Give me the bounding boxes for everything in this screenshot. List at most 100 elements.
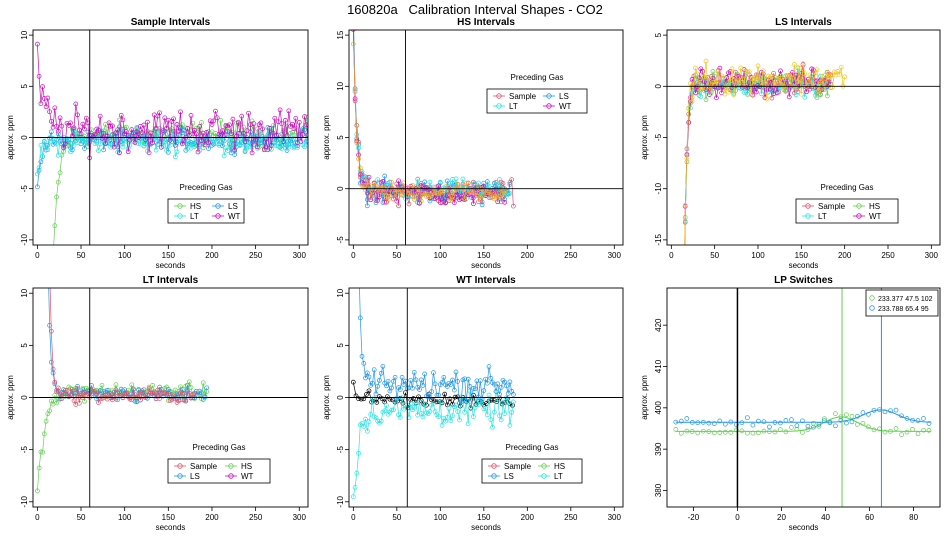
data-point — [724, 83, 730, 88]
data-point — [722, 429, 728, 435]
data-point — [178, 390, 183, 396]
data-point — [302, 144, 307, 150]
data-point — [57, 170, 63, 176]
data-point — [176, 398, 182, 404]
data-point — [291, 145, 297, 151]
data-point — [500, 181, 506, 186]
data-point — [141, 122, 147, 128]
data-point — [183, 398, 189, 404]
data-point — [188, 113, 194, 118]
data-point — [486, 364, 492, 369]
data-point — [453, 402, 459, 408]
data-point — [38, 449, 44, 455]
data-point — [232, 152, 238, 157]
data-point — [124, 124, 129, 130]
data-point — [55, 152, 61, 158]
data-point — [373, 391, 379, 397]
legend: Preceding Gas Sample LS LT WT — [486, 73, 588, 114]
y-tick-label: 420 — [654, 318, 663, 332]
data-point — [711, 421, 717, 426]
data-point — [253, 137, 258, 143]
data-point — [910, 427, 915, 432]
data-point — [255, 144, 260, 150]
legend-entry-label: WT — [241, 472, 254, 481]
data-point — [457, 417, 462, 423]
data-point — [190, 131, 196, 137]
data-point — [374, 400, 380, 405]
data-point — [235, 119, 241, 125]
data-point — [745, 91, 750, 97]
data-point — [816, 422, 822, 427]
data-point — [275, 119, 281, 125]
data-point — [57, 115, 63, 121]
data-point — [399, 192, 405, 198]
data-point — [458, 399, 464, 405]
data-point — [289, 121, 295, 127]
data-point — [199, 120, 204, 125]
legend-entry-label: LS — [559, 92, 569, 101]
data-point — [769, 95, 775, 101]
data-point — [759, 91, 764, 97]
data-point — [83, 136, 89, 142]
data-point — [457, 197, 462, 203]
data-point — [246, 110, 251, 116]
x-tick-label: 200 — [838, 251, 852, 260]
data-point — [391, 379, 396, 384]
data-point — [486, 183, 492, 189]
data-point — [738, 65, 744, 71]
data-point — [795, 79, 801, 85]
x-tick-label: 250 — [564, 513, 578, 522]
data-point — [505, 400, 511, 406]
data-point — [61, 145, 66, 151]
data-point — [350, 494, 356, 500]
data-point — [251, 121, 257, 126]
legend-entry-label: LS — [504, 472, 514, 481]
data-point — [90, 389, 96, 394]
data-point — [97, 113, 103, 119]
legend-entry-label: Sample — [509, 92, 537, 101]
y-axis-label: approx. ppm — [6, 115, 15, 160]
data-point — [160, 128, 166, 134]
data-point — [209, 122, 215, 127]
data-point — [427, 409, 433, 414]
data-point — [270, 130, 276, 136]
y-tick-label: 15 — [336, 30, 345, 39]
data-point — [812, 84, 818, 90]
data-point — [167, 142, 173, 148]
data-point — [351, 19, 355, 23]
data-point — [186, 135, 192, 141]
data-point — [882, 409, 888, 415]
data-point — [384, 383, 389, 389]
data-point — [55, 179, 61, 185]
x-tick-label: 150 — [477, 251, 491, 260]
data-point — [436, 183, 441, 189]
data-point — [57, 396, 63, 402]
x-tick-label: 60 — [865, 513, 874, 522]
data-point — [172, 142, 178, 148]
data-point — [837, 72, 842, 77]
data-point — [94, 396, 100, 401]
data-point — [465, 180, 471, 186]
x-tick-label: 50 — [77, 513, 86, 522]
data-point — [860, 420, 866, 426]
data-point — [807, 86, 813, 92]
data-point — [188, 395, 194, 401]
data-point — [502, 199, 508, 205]
data-point — [171, 130, 176, 136]
data-point — [392, 195, 398, 201]
data-point — [418, 410, 424, 416]
data-point — [54, 389, 59, 395]
data-point — [731, 92, 737, 98]
data-point — [823, 79, 828, 85]
data-point — [798, 91, 804, 97]
data-point — [448, 198, 454, 203]
x-tick-label: 50 — [392, 251, 401, 260]
data-point — [97, 395, 103, 401]
data-point — [689, 429, 695, 434]
series-line — [684, 67, 832, 245]
data-point — [192, 391, 197, 396]
data-point — [794, 423, 800, 428]
data-point — [43, 104, 49, 110]
data-point — [171, 116, 176, 122]
data-point — [756, 430, 761, 436]
